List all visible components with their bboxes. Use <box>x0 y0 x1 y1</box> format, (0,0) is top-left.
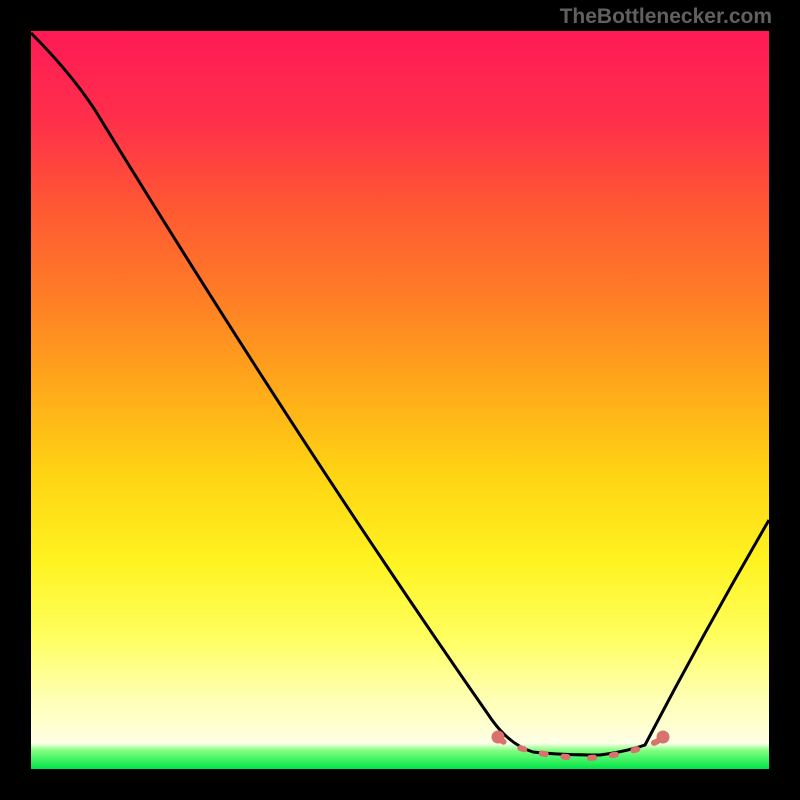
watermark-text: TheBottlenecker.com <box>560 5 772 29</box>
chart-svg-layer <box>0 0 800 800</box>
bottleneck-curve-line <box>31 33 769 755</box>
chart-stage: TheBottlenecker.com <box>0 0 800 800</box>
dotted-band-end-dot <box>657 731 669 743</box>
dotted-band-end-dot <box>492 731 504 743</box>
